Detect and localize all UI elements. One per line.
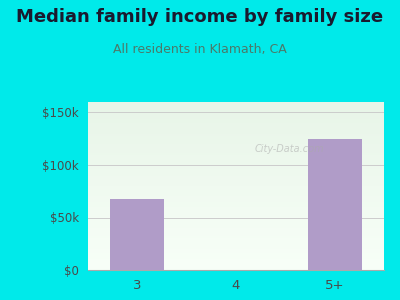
Text: Median family income by family size: Median family income by family size — [16, 8, 384, 26]
Bar — [308, 139, 362, 270]
Bar — [110, 199, 164, 270]
Text: All residents in Klamath, CA: All residents in Klamath, CA — [113, 44, 287, 56]
Text: City-Data.com: City-Data.com — [254, 144, 324, 154]
